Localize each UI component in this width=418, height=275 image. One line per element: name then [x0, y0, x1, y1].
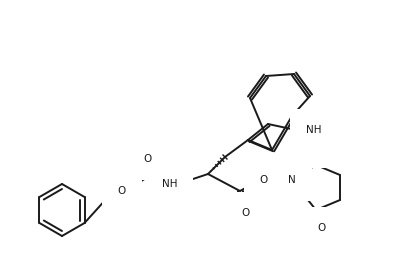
- Text: NH: NH: [306, 125, 321, 135]
- Text: O: O: [143, 154, 151, 164]
- Text: O: O: [118, 186, 126, 196]
- Text: N: N: [288, 175, 296, 185]
- Text: NH: NH: [162, 179, 178, 189]
- Text: O: O: [318, 223, 326, 233]
- Text: O: O: [318, 142, 326, 152]
- Text: O: O: [260, 175, 268, 185]
- Text: O: O: [242, 208, 250, 218]
